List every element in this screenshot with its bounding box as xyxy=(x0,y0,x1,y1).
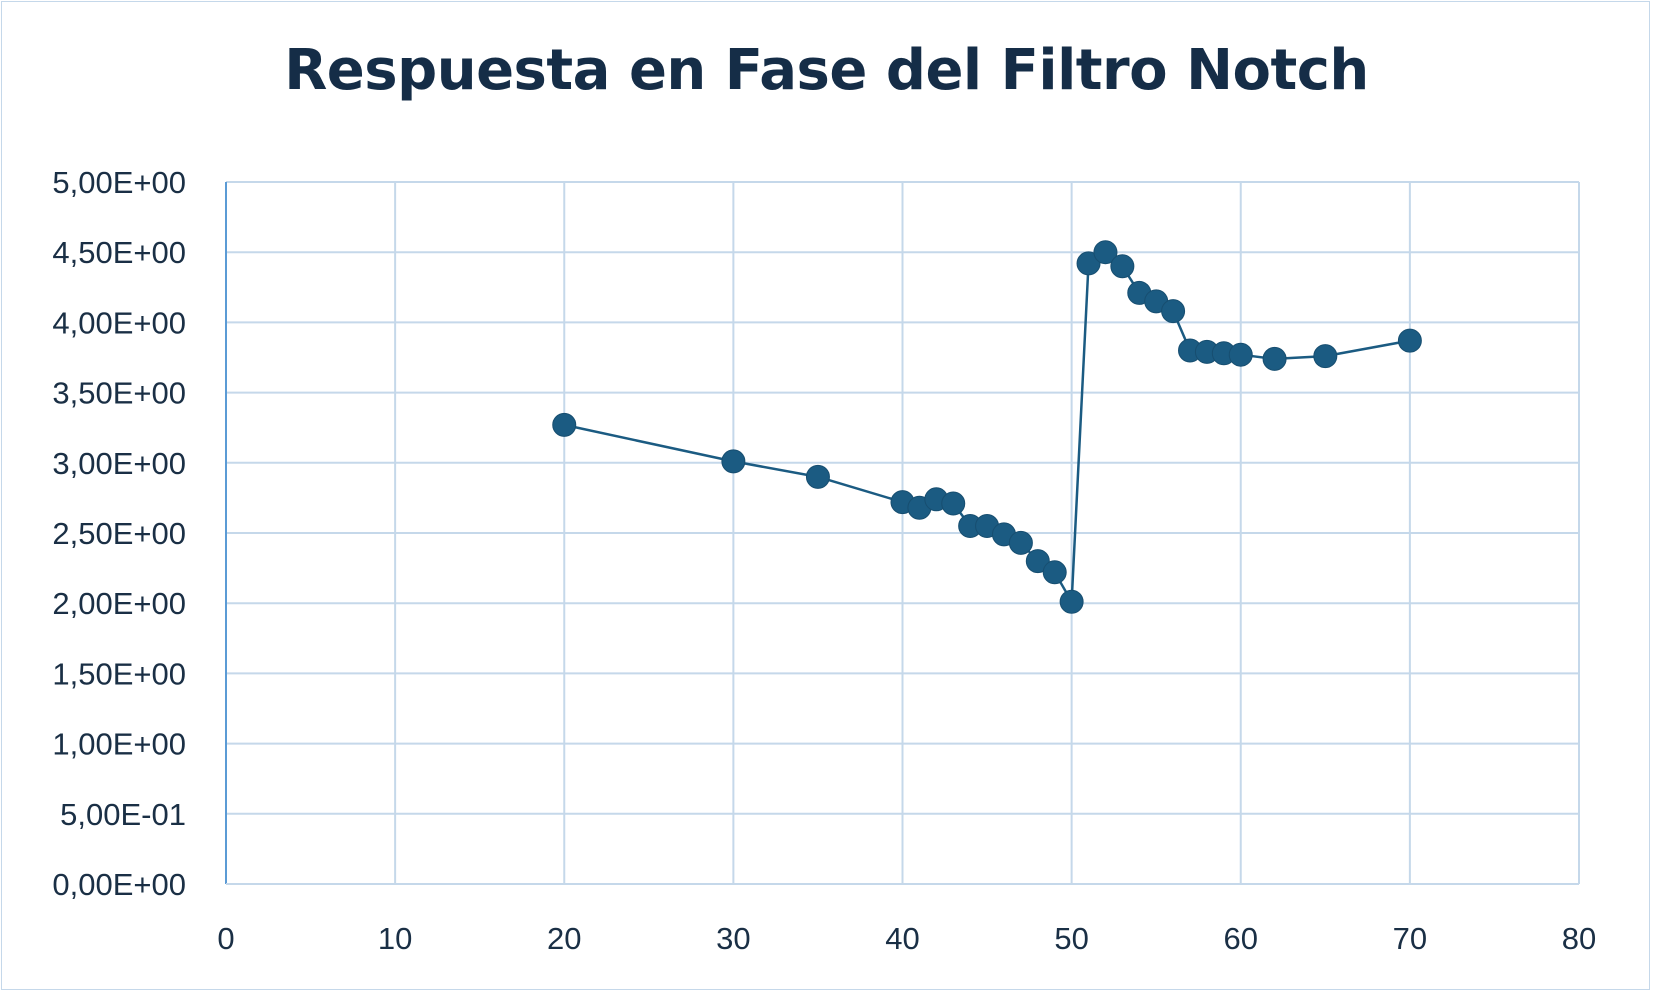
data-point xyxy=(1042,560,1067,585)
y-tick-label: 5,00E-01 xyxy=(60,797,186,832)
data-point xyxy=(1059,589,1084,614)
tick-labels: 0,00E+00 5,00E-01 1,00E+00 1,50E+00 2,00E+00… xyxy=(52,165,1596,956)
series-line xyxy=(563,250,1411,604)
data-point xyxy=(1262,346,1287,371)
x-tick-label: 70 xyxy=(1393,921,1427,956)
data-point xyxy=(805,464,830,489)
x-tick-label: 10 xyxy=(378,921,412,956)
data-point xyxy=(1397,328,1422,353)
data-point xyxy=(1076,251,1101,276)
axes xyxy=(225,182,1579,885)
grid-lines xyxy=(226,181,1580,884)
x-tick-label: 0 xyxy=(217,921,234,956)
data-point xyxy=(552,412,577,437)
y-tick-label: 0,00E+00 xyxy=(52,867,186,902)
data-point xyxy=(1161,299,1186,324)
data-point xyxy=(1093,240,1118,265)
y-tick-label: 1,50E+00 xyxy=(52,656,186,691)
x-tick-label: 40 xyxy=(885,921,919,956)
y-tick-label: 2,00E+00 xyxy=(52,586,186,621)
x-tick-label: 60 xyxy=(1224,921,1258,956)
y-tick-label: 2,50E+00 xyxy=(52,516,186,551)
data-point xyxy=(1228,342,1253,367)
y-tick-label: 1,00E+00 xyxy=(52,727,186,762)
data-point xyxy=(941,491,966,516)
data-point xyxy=(1025,549,1050,574)
data-point xyxy=(721,449,746,474)
data-point xyxy=(1008,530,1033,555)
chart-title: Respuesta en Fase del Filtro Notch xyxy=(284,38,1369,103)
y-tick-label: 5,00E+00 xyxy=(52,165,186,200)
y-tick-label: 4,00E+00 xyxy=(52,305,186,340)
data-point xyxy=(1313,344,1338,369)
data-series xyxy=(552,240,1422,614)
y-tick-label: 3,00E+00 xyxy=(52,446,186,481)
data-point xyxy=(1110,254,1135,279)
x-tick-label: 50 xyxy=(1054,921,1088,956)
y-tick-label: 4,50E+00 xyxy=(52,235,186,270)
x-tick-label: 20 xyxy=(547,921,581,956)
y-tick-label: 3,50E+00 xyxy=(52,376,186,411)
x-tick-label: 30 xyxy=(716,921,750,956)
x-tick-label: 80 xyxy=(1562,921,1596,956)
